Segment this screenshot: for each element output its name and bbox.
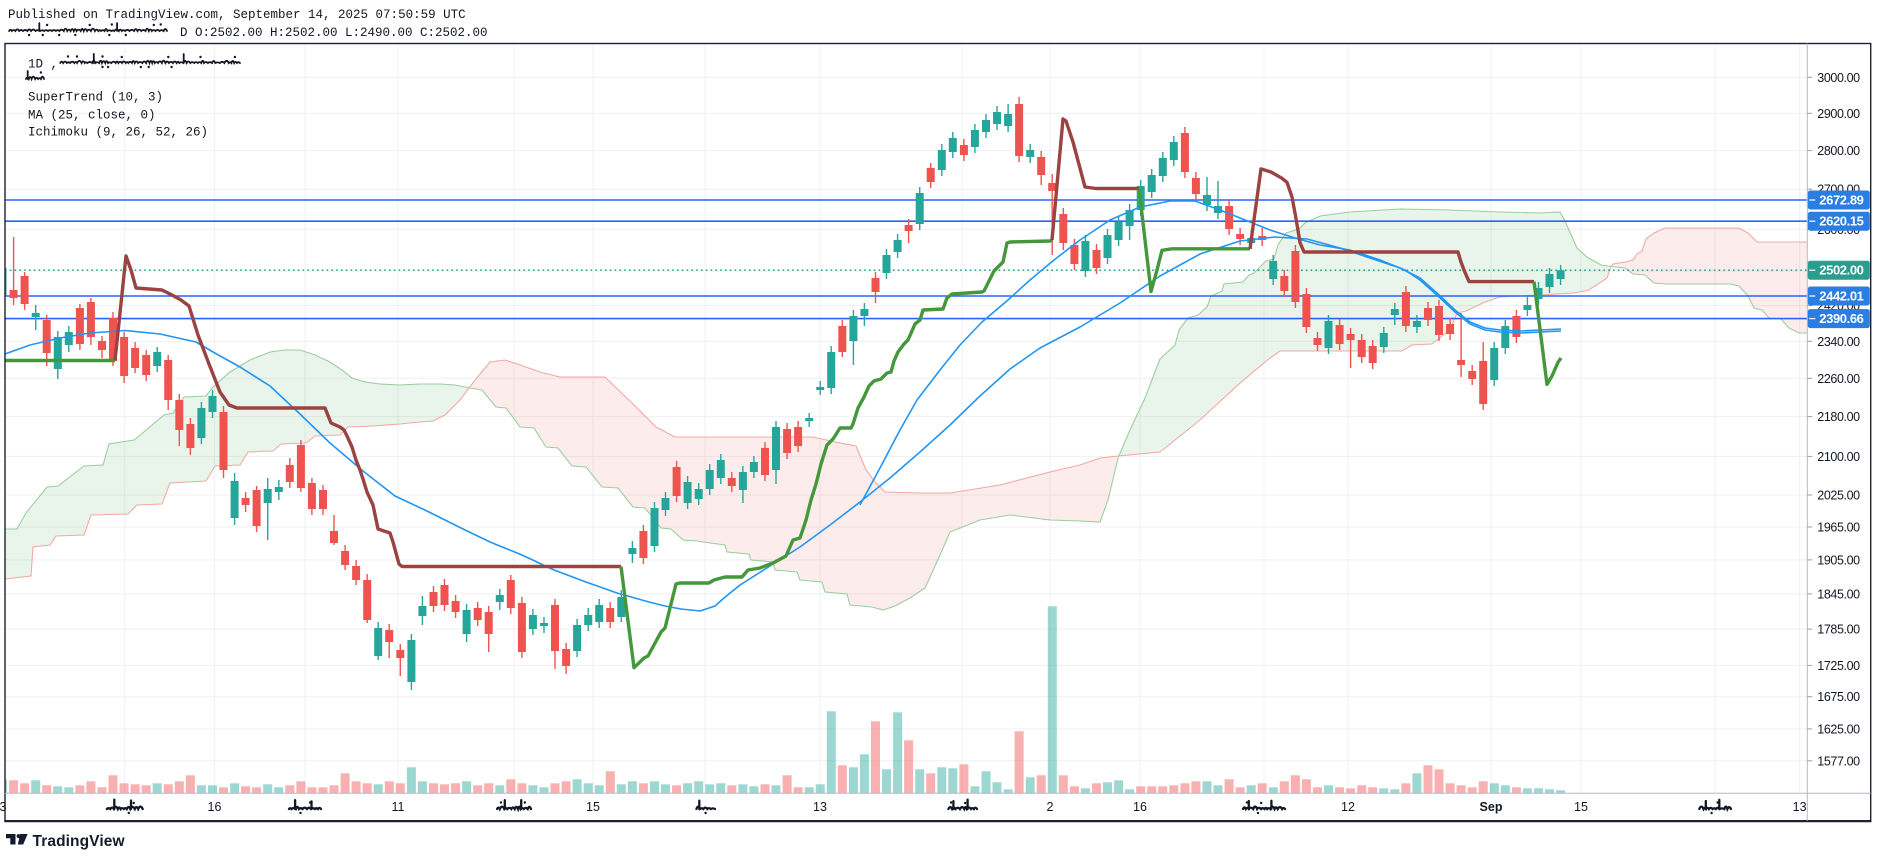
svg-text:16: 16 xyxy=(208,800,222,814)
svg-text:2390.66: 2390.66 xyxy=(1819,311,1863,326)
svg-text:1905.00: 1905.00 xyxy=(1817,553,1860,567)
svg-text:3000.00: 3000.00 xyxy=(1817,71,1860,85)
svg-text:2180.00: 2180.00 xyxy=(1817,410,1860,424)
svg-text:15: 15 xyxy=(586,800,600,814)
svg-text:2340.00: 2340.00 xyxy=(1817,335,1860,349)
svg-text:3: 3 xyxy=(0,800,7,814)
svg-text:1625.00: 1625.00 xyxy=(1817,722,1860,736)
svg-text:1675.00: 1675.00 xyxy=(1817,690,1860,704)
svg-text:2025.00: 2025.00 xyxy=(1817,489,1860,503)
svg-text:2800.00: 2800.00 xyxy=(1817,144,1860,158)
svg-text:1577.00: 1577.00 xyxy=(1817,754,1860,768)
svg-text:11: 11 xyxy=(392,800,405,814)
svg-text:2: 2 xyxy=(1047,800,1054,814)
svg-text:1785.00: 1785.00 xyxy=(1817,623,1860,637)
svg-text:SuperTrend (10, 3): SuperTrend (10, 3) xyxy=(28,91,163,105)
svg-text:Published on TradingView.com,: Published on TradingView.com, September … xyxy=(8,8,466,22)
svg-text:Ichimoku (9, 26, 52, 26): Ichimoku (9, 26, 52, 26) xyxy=(28,126,208,140)
svg-text:2900.00: 2900.00 xyxy=(1817,107,1860,121)
svg-text:13: 13 xyxy=(1793,800,1807,814)
svg-text:2442.01: 2442.01 xyxy=(1819,289,1863,304)
svg-text:2502.00: 2502.00 xyxy=(1819,263,1863,278)
svg-text:1D ,: 1D , xyxy=(28,58,58,72)
svg-text:MA (25, close, 0): MA (25, close, 0) xyxy=(28,109,156,123)
svg-text:16: 16 xyxy=(1133,800,1147,814)
svg-text:1725.00: 1725.00 xyxy=(1817,659,1860,673)
svg-text:1965.00: 1965.00 xyxy=(1817,521,1860,535)
svg-text:2620.15: 2620.15 xyxy=(1819,214,1863,229)
svg-text:2260.00: 2260.00 xyxy=(1817,372,1860,386)
svg-text:2672.89: 2672.89 xyxy=(1819,193,1863,208)
svg-text:Sep: Sep xyxy=(1480,800,1503,814)
svg-text:TradingView: TradingView xyxy=(33,833,126,850)
svg-text:15: 15 xyxy=(1574,800,1588,814)
svg-text:12: 12 xyxy=(1341,800,1355,814)
svg-text:1845.00: 1845.00 xyxy=(1817,587,1860,601)
svg-text:13: 13 xyxy=(813,800,827,814)
svg-text:2100.00: 2100.00 xyxy=(1817,450,1860,464)
svg-text:D O:2502.00 H:2502.00 L:2490.0: D O:2502.00 H:2502.00 L:2490.00 C:2502.0… xyxy=(180,26,488,40)
